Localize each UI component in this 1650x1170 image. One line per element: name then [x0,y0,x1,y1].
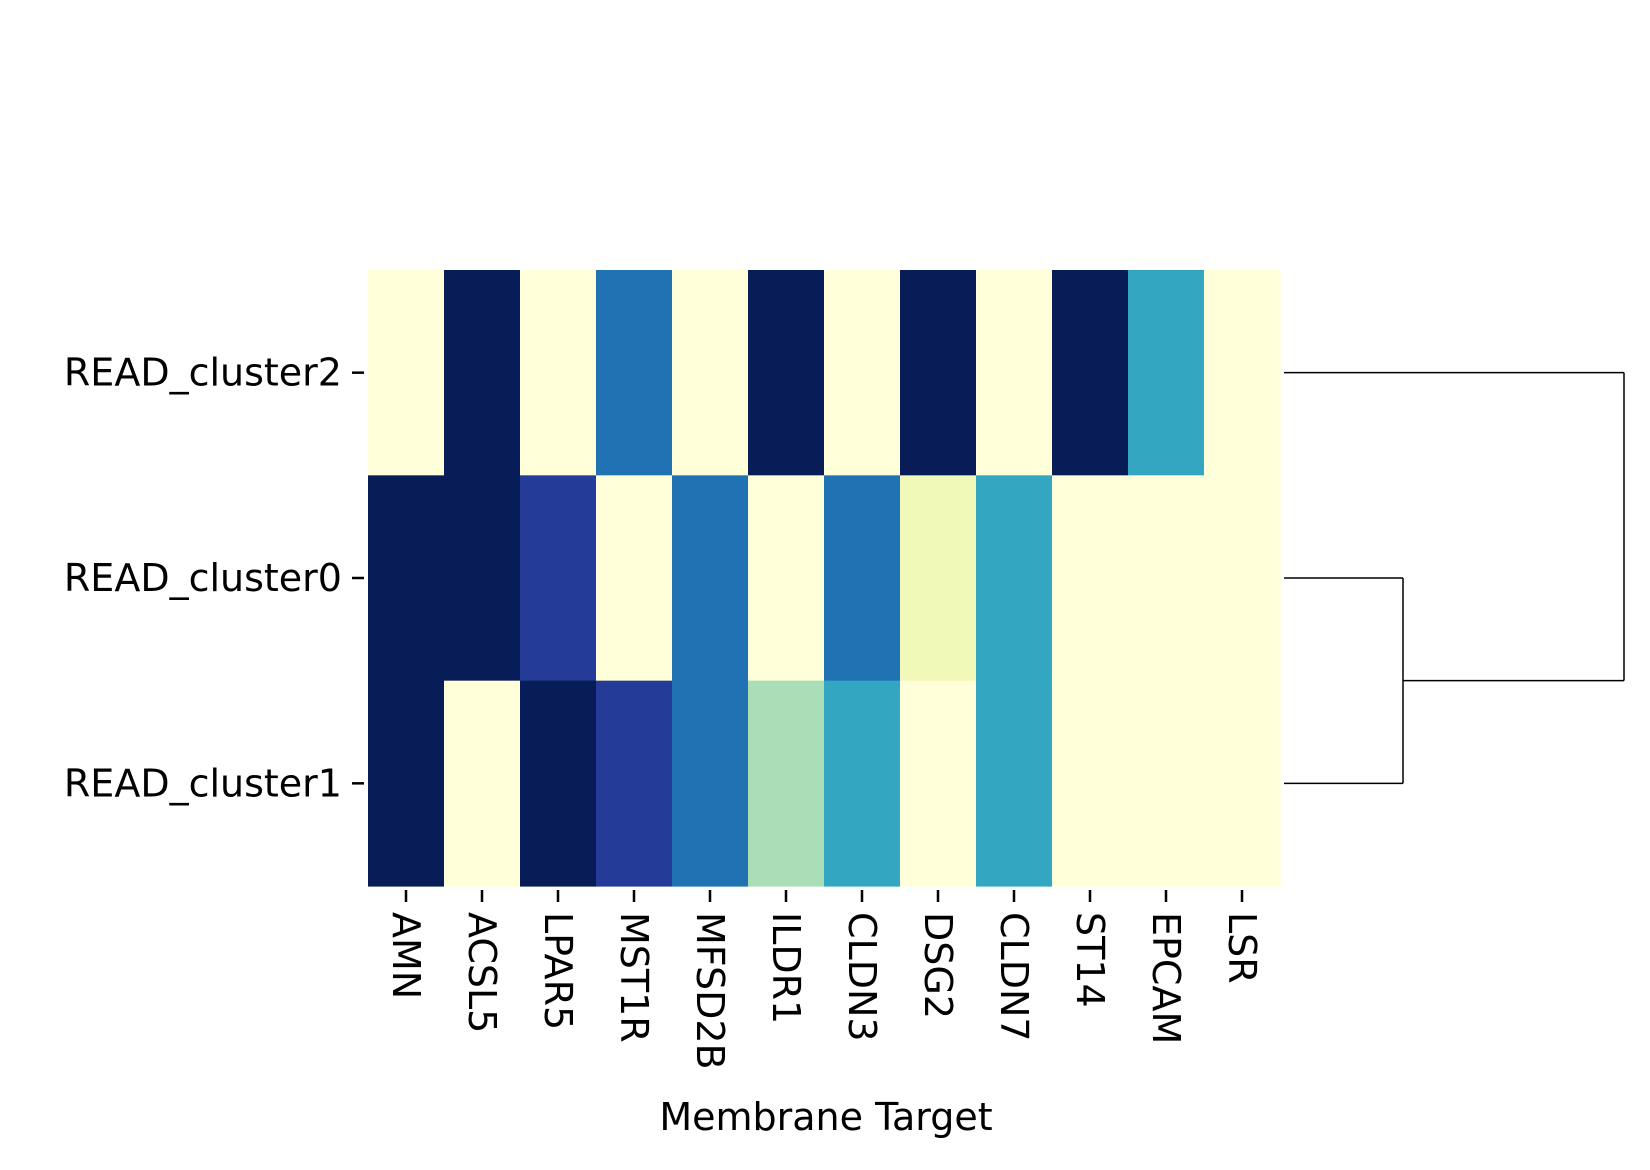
heatmap-cell [368,475,445,682]
column-tick-label: DSG2 [916,912,960,1019]
heatmap-cell [1204,270,1281,476]
column-tick-labels: AMN ACSL5 LPAR5 MST1R MFSD2B ILDR1 CLDN3 DSG2 CL… [384,890,1264,1070]
heatmap-cell [824,475,901,682]
column-tick-label: ACSL5 [460,912,504,1033]
heatmap-cell [824,680,901,887]
heatmap-cell [596,475,673,682]
column-tick-label: CLDN7 [992,912,1036,1042]
heatmap-cell [900,475,977,682]
heatmap-cell [596,270,673,476]
heatmap-cell [368,680,445,887]
heatmap-cell [1052,475,1129,682]
row-tick-label: READ_cluster2 [64,351,342,395]
heatmap-cell [520,270,597,476]
column-tick-label: MFSD2B [688,912,732,1070]
column-tick-label: AMN [384,912,428,999]
heatmap-cell [444,475,521,682]
heatmap-cell [824,270,901,476]
heatmap-cell [1128,680,1205,887]
heatmap-cell [672,270,749,476]
heatmap-cell [672,680,749,887]
heatmap-cell [520,680,597,887]
heatmap-cell [976,270,1053,476]
heatmap-cell [596,680,673,887]
heatmap-cell [1052,680,1129,887]
heatmap-cell [748,680,825,887]
heatmap-cell [368,270,445,476]
row-tick-label: READ_cluster1 [64,761,342,805]
column-tick-label: LPAR5 [536,912,580,1030]
column-tick-label: ILDR1 [764,912,808,1024]
x-axis-label: Membrane Target [659,1095,992,1139]
column-tick-label: CLDN3 [840,912,884,1042]
heatmap-cells [368,270,1281,887]
heatmap-cell [900,680,977,887]
heatmap-cell [976,475,1053,682]
heatmap-cell [748,270,825,476]
heatmap-cell [672,475,749,682]
heatmap-cell [520,475,597,682]
heatmap-cell [1128,270,1205,476]
heatmap-cell [748,475,825,682]
heatmap-cell [1204,680,1281,887]
heatmap-cell [1052,270,1129,476]
column-tick-label: LSR [1220,912,1264,984]
column-tick-label: MST1R [612,912,656,1043]
heatmap-cell [1204,475,1281,682]
column-tick-label: EPCAM [1144,912,1188,1044]
heatmap-cell [900,270,977,476]
heatmap-cell [1128,475,1205,682]
heatmap-cell [976,680,1053,887]
column-tick-label: ST14 [1068,912,1112,1008]
heatmap-cell [444,680,521,887]
row-tick-label: READ_cluster0 [64,556,342,600]
row-dendrogram [1284,371,1625,785]
heatmap-cell [444,270,521,476]
row-tick-labels: READ_cluster2 READ_cluster0 READ_cluster1 [64,351,364,805]
